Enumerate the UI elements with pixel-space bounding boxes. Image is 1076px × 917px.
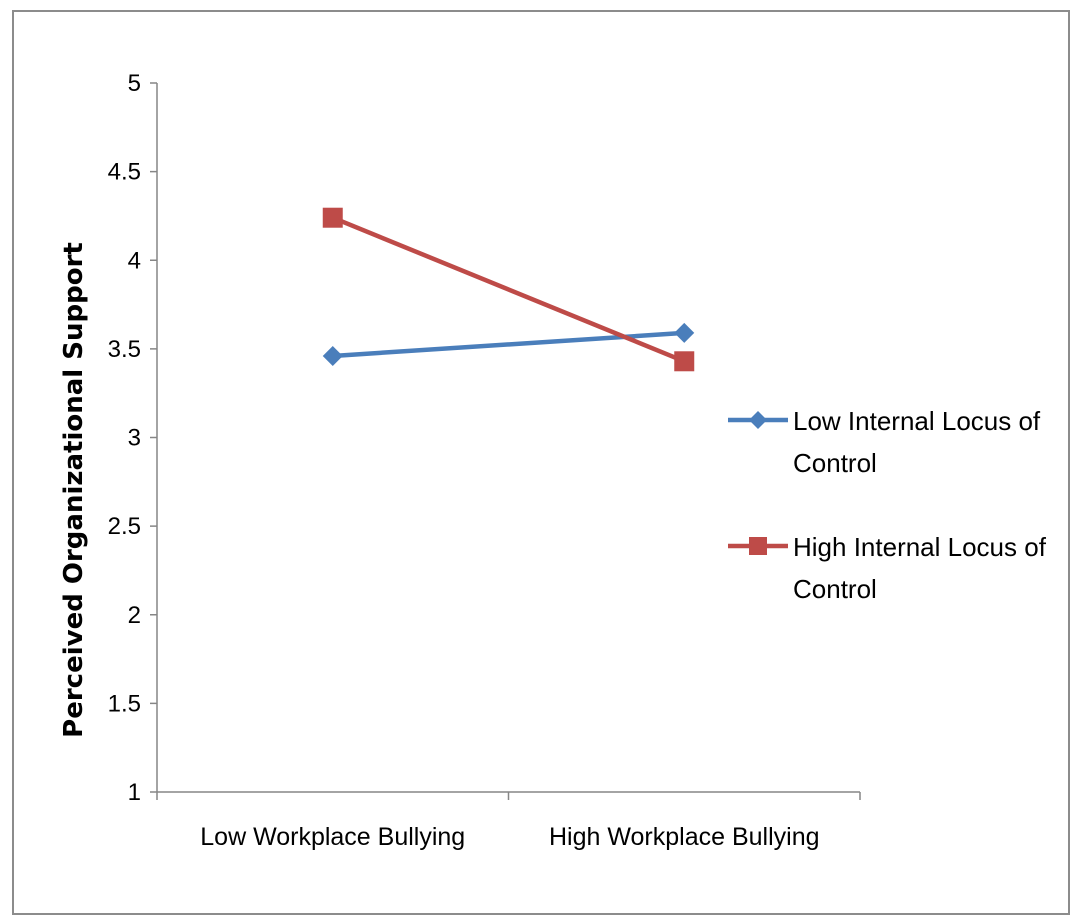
- x-tick-label: High Workplace Bullying: [549, 823, 820, 851]
- y-tick-label: 1: [128, 779, 141, 806]
- data-point-diamond: [322, 345, 343, 366]
- y-tick-label: 4: [128, 247, 141, 274]
- legend-label-1: Control: [793, 448, 877, 478]
- y-tick-label: 4.5: [108, 159, 141, 186]
- y-tick-label: 2.5: [108, 513, 141, 540]
- series-group: [322, 207, 695, 372]
- y-tick-label: 2: [128, 602, 141, 629]
- y-tick-label: 5: [128, 70, 141, 97]
- y-tick-label: 3: [128, 425, 141, 452]
- legend-label-2: Control: [793, 574, 877, 604]
- y-axis-label: Perceived Organizational Support: [59, 242, 89, 738]
- legend-label-1: Low Internal Locus of: [793, 406, 1041, 436]
- data-point-diamond: [674, 322, 695, 343]
- data-point-square: [322, 207, 343, 228]
- legend-label-2: High Internal Locus of: [793, 532, 1047, 562]
- series-line-1: [332, 330, 685, 359]
- data-point-diamond: [749, 411, 767, 429]
- legend: Low Internal Locus of Control High Interna…: [728, 406, 1047, 604]
- y-tick-labels: 1 1.5 2 2.5 3 3.5 4 4.5 5: [108, 70, 141, 806]
- chart-frame: [12, 10, 1070, 915]
- x-tick-label: Low Workplace Bullying: [200, 823, 465, 851]
- y-tick-label: 1.5: [108, 690, 141, 717]
- series-line-2: [331, 215, 686, 364]
- data-point-square: [749, 537, 767, 555]
- axes: [150, 82, 861, 800]
- x-tick-labels: Low Workplace Bullying High Workplace Bul…: [200, 823, 819, 851]
- y-tick-label: 3.5: [108, 336, 141, 363]
- data-point-square: [674, 351, 695, 372]
